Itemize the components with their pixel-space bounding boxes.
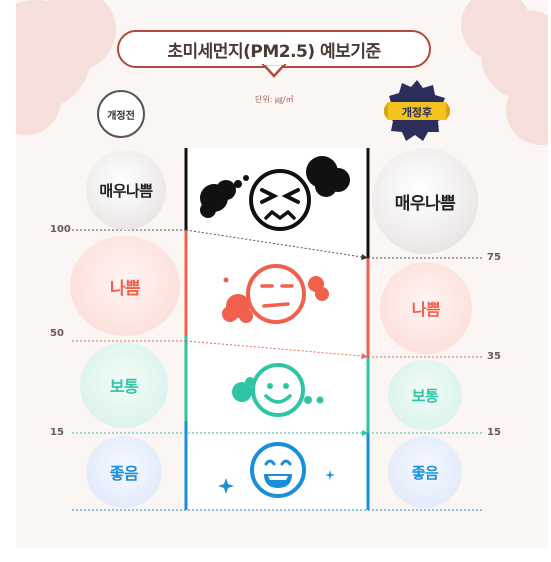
unit-label: 단위: ㎍/㎥ <box>255 95 294 104</box>
before-normal-bubble: 보통 <box>80 342 168 428</box>
after-threshold-3: 15 <box>487 427 501 438</box>
after-bad-bubble: 나쁨 <box>380 262 472 354</box>
laughing-face-icon <box>218 442 335 498</box>
after-badge-icon <box>384 80 450 141</box>
before-bad-bubble: 나쁨 <box>70 236 180 336</box>
before-threshold-1: 100 <box>50 224 71 235</box>
after-threshold-1: 75 <box>487 252 501 263</box>
before-very-bad-bubble: 매우나쁨 <box>86 150 166 230</box>
before-label: 개정전 <box>97 90 145 138</box>
after-very-bad-bubble: 매우나쁨 <box>372 148 478 254</box>
after-label: 개정후 <box>401 106 433 119</box>
background-clouds <box>16 0 548 145</box>
after-good-bubble: 좋음 <box>388 436 462 508</box>
title-pill: 초미세먼지(PM2.5) 예보기준 <box>117 30 431 68</box>
before-threshold-2: 50 <box>50 328 64 339</box>
after-threshold-2: 35 <box>487 351 501 362</box>
title-banner: 초미세먼지(PM2.5) 예보기준 <box>117 30 435 78</box>
title-pointer-icon <box>261 64 287 78</box>
page-title: 초미세먼지(PM2.5) 예보기준 <box>167 41 381 62</box>
before-good-bubble: 좋음 <box>86 436 162 508</box>
annoyed-face-icon <box>222 264 329 324</box>
smiling-face-icon <box>232 363 324 417</box>
angry-face-icon <box>200 156 350 231</box>
after-normal-bubble: 보통 <box>388 360 462 430</box>
before-threshold-3: 15 <box>50 427 64 438</box>
